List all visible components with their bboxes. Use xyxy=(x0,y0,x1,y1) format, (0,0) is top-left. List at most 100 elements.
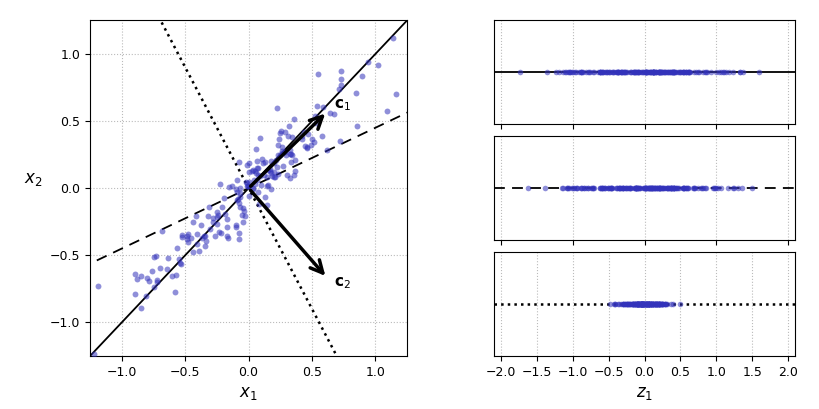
Point xyxy=(170,245,183,251)
Point xyxy=(671,69,684,76)
Point xyxy=(604,69,618,76)
Point xyxy=(658,69,671,76)
Point xyxy=(250,176,263,183)
Point xyxy=(681,185,695,191)
Point xyxy=(611,69,624,76)
Point xyxy=(627,301,640,307)
Point xyxy=(349,89,362,96)
Point xyxy=(199,238,212,244)
Point xyxy=(577,185,590,191)
Point xyxy=(618,69,631,76)
Point xyxy=(648,185,661,191)
Point xyxy=(659,69,672,76)
Point xyxy=(586,69,599,76)
Point xyxy=(717,69,730,76)
Point xyxy=(233,194,247,201)
Point xyxy=(296,133,309,139)
Point xyxy=(600,185,613,191)
Point xyxy=(678,69,691,76)
Point xyxy=(636,69,649,76)
Point xyxy=(561,69,574,76)
Point xyxy=(639,301,652,307)
Point xyxy=(521,185,534,191)
Point xyxy=(638,69,651,76)
Point xyxy=(619,301,632,307)
Point xyxy=(598,185,611,191)
Point xyxy=(632,301,645,307)
Point xyxy=(654,301,667,307)
Point xyxy=(645,185,658,191)
Point xyxy=(650,185,663,191)
Point xyxy=(215,204,228,210)
Point xyxy=(596,185,609,191)
Point xyxy=(652,301,665,307)
Point xyxy=(649,301,662,307)
Point xyxy=(614,69,627,76)
Point xyxy=(636,301,649,307)
Point xyxy=(735,69,749,76)
Point xyxy=(210,209,223,215)
Point xyxy=(658,301,671,307)
Point xyxy=(361,58,374,65)
Point xyxy=(650,301,663,307)
Point xyxy=(380,108,393,114)
Point xyxy=(581,185,594,191)
Point xyxy=(643,301,656,307)
Point xyxy=(593,69,606,76)
Point xyxy=(182,238,195,245)
Point xyxy=(274,127,287,134)
Point xyxy=(630,185,643,191)
Point xyxy=(695,185,708,191)
Point xyxy=(574,185,587,191)
Point xyxy=(658,185,671,191)
Point xyxy=(631,301,644,307)
Point xyxy=(651,69,664,76)
Point xyxy=(634,301,647,307)
Point xyxy=(651,301,664,307)
Point xyxy=(602,185,615,191)
Point xyxy=(598,69,611,76)
Point xyxy=(678,69,691,76)
Point xyxy=(633,301,646,307)
Point xyxy=(690,185,704,191)
Point xyxy=(629,185,642,191)
Point xyxy=(663,185,676,191)
Point xyxy=(280,172,293,178)
Point xyxy=(630,301,643,307)
Point xyxy=(236,218,249,225)
Point xyxy=(713,185,726,191)
Point xyxy=(647,69,660,76)
Point xyxy=(642,301,655,307)
Point xyxy=(657,69,670,76)
Point xyxy=(590,69,604,76)
Point xyxy=(643,301,656,307)
Point xyxy=(613,185,626,191)
Point xyxy=(622,301,635,307)
Point xyxy=(658,69,672,76)
Point xyxy=(608,301,621,307)
Point xyxy=(694,185,707,191)
Point xyxy=(260,174,274,180)
Point xyxy=(642,69,655,76)
Point xyxy=(607,69,620,76)
Point xyxy=(626,301,639,307)
Point xyxy=(631,301,644,307)
Point xyxy=(229,222,242,229)
Point xyxy=(665,69,678,76)
Point xyxy=(681,69,694,76)
Point xyxy=(612,301,625,307)
Point xyxy=(130,276,143,282)
Point xyxy=(676,69,689,76)
Point xyxy=(666,69,679,76)
Point xyxy=(726,69,739,76)
Point xyxy=(201,213,215,220)
Point xyxy=(640,301,653,307)
Point xyxy=(658,69,671,76)
Point xyxy=(249,169,262,176)
Point xyxy=(625,301,638,307)
Point xyxy=(643,185,656,191)
Point xyxy=(663,69,676,76)
Point xyxy=(635,301,648,307)
Point xyxy=(258,159,271,165)
Point xyxy=(595,69,609,76)
